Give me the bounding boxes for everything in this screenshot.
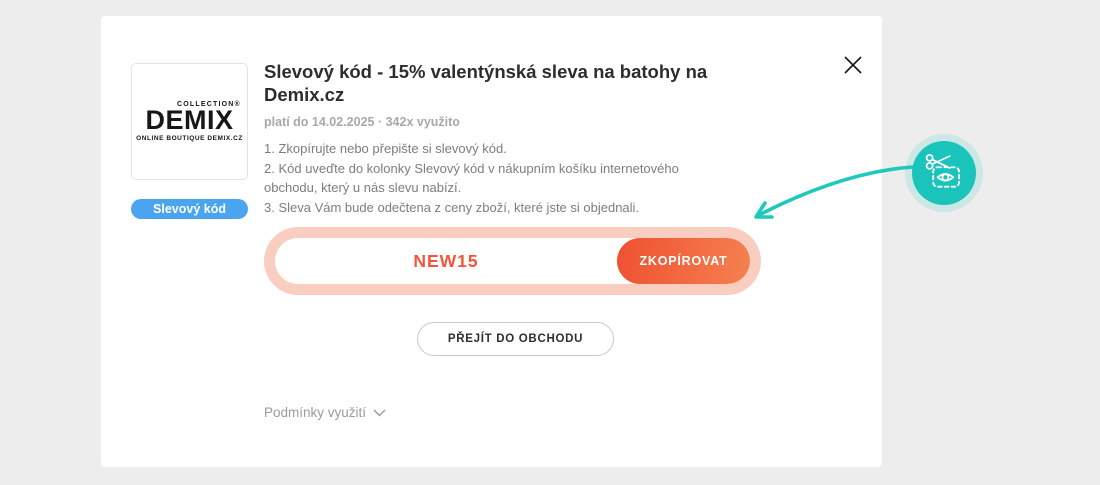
terms-label: Podmínky využití <box>264 405 367 420</box>
terms-toggle[interactable]: Podmínky využití <box>264 405 386 420</box>
copy-button[interactable]: ZKOPÍROVAT <box>617 238 750 284</box>
instruction-step: 3. Sleva Vám bude odečtena z ceny zboží,… <box>264 199 640 215</box>
offer-content: Slevový kód - 15% valentýnská sleva na b… <box>264 60 734 217</box>
scissors-coupon-icon <box>905 134 983 212</box>
instruction-step: 1. Zkopírujte nebo přepište si slevový k… <box>264 141 507 156</box>
close-button[interactable] <box>837 49 869 81</box>
merchant-logo: COLLECTION® DEMIX ONLINE BOUTIQUE DEMIX.… <box>131 63 248 180</box>
logo-brand-name: DEMIX <box>145 105 234 136</box>
coupon-type-badge: Slevový kód <box>131 199 248 219</box>
instruction-step: 2. Kód uveďte do kolonky Slevový kód v n… <box>264 160 679 196</box>
chevron-down-icon <box>373 408 386 417</box>
coupon-code-container: NEW15 ZKOPÍROVAT <box>264 227 761 295</box>
logo-collection-line: COLLECTION® <box>177 101 241 109</box>
logo-tagline: ONLINE BOUTIQUE DEMIX.CZ <box>136 134 243 142</box>
coupon-code-field: NEW15 ZKOPÍROVAT <box>275 238 750 284</box>
usage-instructions: 1. Zkopírujte nebo přepište si slevový k… <box>264 139 704 217</box>
offer-meta: platí do 14.02.2025 · 342x využito <box>264 115 460 129</box>
coupon-modal: COLLECTION® DEMIX ONLINE BOUTIQUE DEMIX.… <box>101 16 882 467</box>
scissors-glyph <box>925 154 961 188</box>
merchant-logo-text: COLLECTION® DEMIX ONLINE BOUTIQUE DEMIX.… <box>136 101 243 142</box>
coupon-code[interactable]: NEW15 <box>413 250 479 271</box>
go-to-shop-button[interactable]: PŘEJÍT DO OBCHODU <box>417 322 614 356</box>
offer-title: Slevový kód - 15% valentýnská sleva na b… <box>264 61 708 105</box>
close-icon <box>844 56 862 74</box>
icon-circle <box>912 141 976 205</box>
